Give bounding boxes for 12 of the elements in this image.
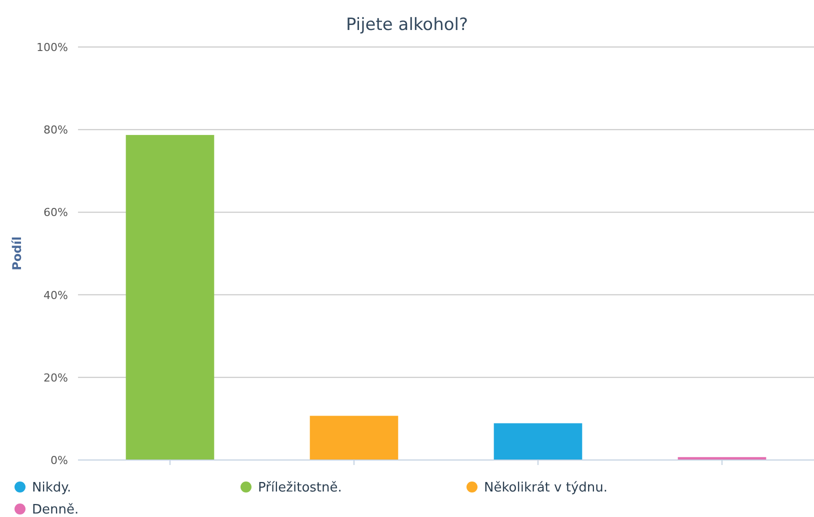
legend-label: Denně.: [32, 502, 79, 517]
legend-label: Nikdy.: [32, 480, 72, 496]
y-tick-label: 40%: [44, 288, 68, 302]
y-tick-label: 0%: [50, 454, 68, 467]
y-tick-label: 80%: [44, 124, 68, 137]
legend-label: Příležitostně.: [258, 480, 342, 496]
y-axis-title: Podíl: [10, 236, 24, 270]
legend-label: Několikrát v týdnu.: [484, 480, 608, 496]
y-tick-label: 20%: [44, 371, 68, 384]
chart-title: Pijete alkohol?: [346, 15, 468, 35]
y-tick-label: 100%: [36, 41, 68, 54]
y-tick-label: 60%: [44, 206, 68, 220]
